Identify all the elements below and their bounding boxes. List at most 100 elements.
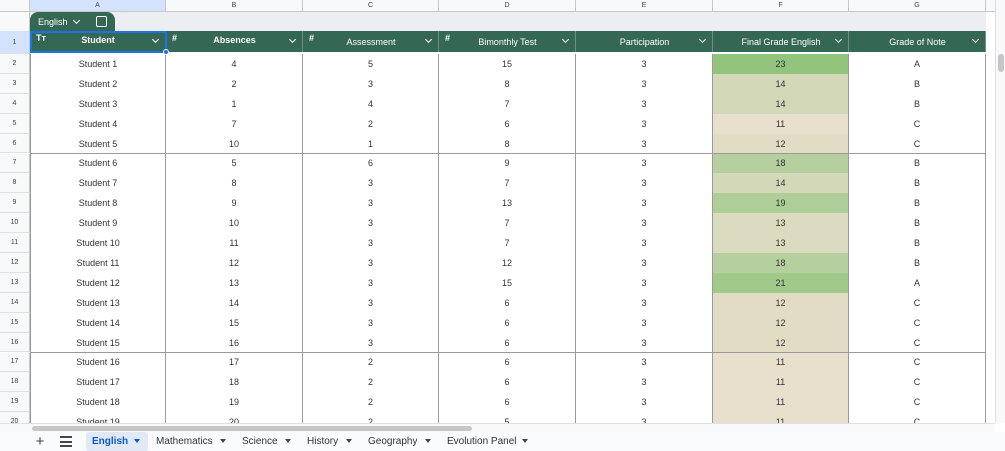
cell: 12 — [713, 133, 849, 155]
header-label: Participation — [619, 37, 670, 47]
cell: Student 11 — [30, 253, 166, 274]
cell: 3 — [576, 292, 713, 314]
cell: Student 17 — [30, 372, 166, 394]
cell: 13 — [439, 193, 576, 215]
cell: 20 — [166, 412, 303, 423]
cell: 18 — [713, 253, 849, 274]
cell: Student 5 — [30, 133, 166, 155]
cell: 3 — [303, 193, 439, 215]
cell: 13 — [713, 213, 849, 235]
column-letter: C — [303, 0, 439, 12]
header-cell: Grade of Note — [849, 31, 986, 52]
cell: 23 — [713, 54, 849, 75]
tab-dropdown — [522, 439, 528, 443]
cell: 15 — [439, 272, 576, 294]
row-number: 7 — [0, 153, 30, 174]
cell: 3 — [576, 392, 713, 414]
sheet-tab[interactable]: Geography — [362, 432, 439, 451]
cell: 6 — [439, 352, 576, 374]
cell: 2 — [166, 73, 303, 95]
cell: 12 — [439, 253, 576, 274]
cell: 3 — [303, 73, 439, 95]
header-cell: # Absences — [166, 31, 303, 52]
cell: 6 — [439, 392, 576, 414]
cell: C — [849, 292, 986, 314]
header-label: Absences — [213, 34, 256, 45]
row-number: 14 — [0, 292, 30, 313]
cell: 7 — [439, 213, 576, 235]
cell: Student 4 — [30, 113, 166, 135]
header-cell: # Assessment — [303, 31, 439, 52]
cell: 3 — [303, 272, 439, 294]
cell: 19 — [713, 193, 849, 215]
tab-dropdown — [285, 439, 291, 443]
cell: Student 3 — [30, 93, 166, 115]
sheet-tab-label: Geography — [368, 436, 418, 447]
cell: 7 — [439, 93, 576, 115]
cell: 3 — [303, 253, 439, 274]
column-letter: A — [30, 0, 166, 12]
cell: 6 — [439, 312, 576, 334]
header-cell: # Bimonthly Test — [439, 31, 576, 52]
cell: 3 — [576, 233, 713, 254]
cell: 17 — [166, 352, 303, 374]
cell: B — [849, 93, 986, 115]
cell: 10 — [166, 213, 303, 235]
column-letter: D — [439, 0, 576, 12]
vertical-scrollbar[interactable] — [995, 0, 1005, 423]
column-type-icon: # — [172, 33, 178, 43]
sheet-tab[interactable]: English — [86, 432, 148, 451]
column-letter: B — [166, 0, 303, 12]
scroll-thumb[interactable] — [998, 54, 1004, 72]
column-header-rest — [986, 0, 995, 12]
header-label: Bimonthly Test — [478, 37, 537, 47]
cell: A — [849, 54, 986, 75]
header-label: Final Grade English — [741, 37, 821, 47]
sheet-tab[interactable]: History — [301, 432, 360, 451]
table-name: English — [38, 17, 68, 27]
table-name-chip[interactable]: English — [30, 12, 115, 32]
cell: 11 — [166, 233, 303, 254]
cell: Student 13 — [30, 292, 166, 314]
cell: 11 — [713, 113, 849, 135]
cell: 2 — [303, 352, 439, 374]
cell: 14 — [713, 173, 849, 195]
row-number: 4 — [0, 93, 30, 114]
table-band — [30, 12, 986, 31]
header-label: Assessment — [346, 37, 396, 47]
cell: C — [849, 312, 986, 334]
add-sheet-button[interactable]: + — [35, 433, 45, 450]
cell: 18 — [713, 153, 849, 175]
scroll-thumb[interactable] — [32, 426, 472, 431]
cell: Student 9 — [30, 213, 166, 235]
cell: B — [849, 73, 986, 95]
cell: 2 — [303, 392, 439, 414]
cell: 3 — [303, 312, 439, 334]
cell: Student 14 — [30, 312, 166, 334]
row-number: 1 — [0, 31, 30, 54]
sheet-tab[interactable]: Evolution Panel — [441, 432, 536, 451]
tab-dropdown — [346, 439, 352, 443]
cell: 2 — [303, 372, 439, 394]
horizontal-scrollbar[interactable] — [0, 423, 995, 432]
header-label: Grade of Note — [889, 37, 946, 47]
cell: 9 — [439, 153, 576, 175]
cell: C — [849, 133, 986, 155]
cell: 2 — [303, 412, 439, 423]
all-sheets-button[interactable] — [60, 436, 72, 447]
cell: Student 1 — [30, 54, 166, 75]
cell: 14 — [713, 73, 849, 95]
row-number: 2 — [0, 54, 30, 74]
cell: 4 — [166, 54, 303, 75]
cell: 3 — [576, 54, 713, 75]
cell: 12 — [166, 253, 303, 274]
cell: 15 — [439, 54, 576, 75]
sheet-tab[interactable]: Science — [236, 432, 299, 451]
cell: 8 — [166, 173, 303, 195]
cell: 18 — [166, 372, 303, 394]
cell: 11 — [713, 412, 849, 423]
cell: 3 — [303, 233, 439, 254]
sheet-tab[interactable]: Mathematics — [150, 432, 234, 451]
cell: 6 — [439, 113, 576, 135]
